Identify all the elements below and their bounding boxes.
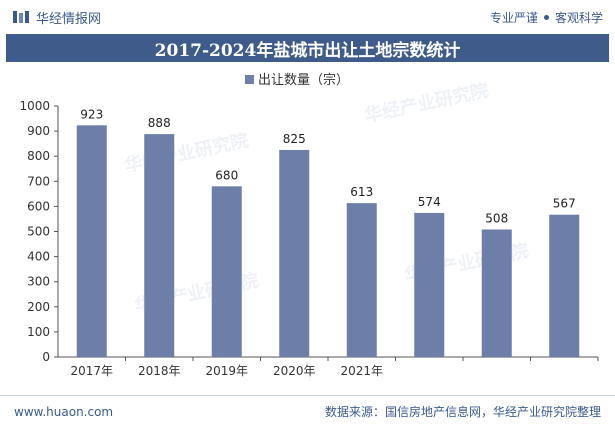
source-note: 数据来源：国信房地产信息网，华经产业研究院整理 [324, 405, 601, 419]
footer: www.huaon.com 数据来源：国信房地产信息网，华经产业研究院整理 [0, 395, 615, 427]
bar-value-label: 680 [215, 168, 238, 182]
x-tick-label: 2021年 [340, 364, 383, 378]
legend-label: 出让数量（宗） [258, 72, 349, 88]
bar [279, 149, 310, 357]
bar-value-label: 613 [350, 185, 373, 199]
y-tick-label: 700 [27, 174, 50, 188]
bar-value-label: 923 [80, 107, 103, 121]
website-link[interactable]: www.huaon.com [14, 404, 114, 419]
slogan-dot-icon [543, 14, 549, 20]
bar-value-label: 574 [418, 195, 441, 209]
brand-logo-icon [13, 11, 29, 23]
bar [481, 229, 512, 357]
y-tick-label: 600 [27, 199, 50, 213]
bar [549, 214, 580, 357]
y-tick-label: 200 [27, 300, 50, 314]
slogan-left: 专业严谨 [489, 10, 538, 25]
y-tick-label: 900 [27, 124, 50, 138]
x-tick-label: 2019年 [205, 364, 248, 378]
x-tick-label: 2020年 [273, 364, 316, 378]
chart-area: 华经产业研究院 华经产业研究院 华经产业研究院 华经产业研究院 出让数量（宗） 0 10… [6, 62, 609, 392]
brand[interactable]: 华经情报网 [12, 8, 101, 27]
bar [414, 212, 445, 357]
brand-name: 华经情报网 [36, 11, 102, 27]
slogan-right: 客观科学 [554, 10, 603, 25]
bar [144, 134, 175, 357]
bar [211, 186, 242, 357]
y-tick-label: 100 [27, 325, 50, 339]
y-tick-label: 1000 [19, 99, 50, 113]
bar [76, 125, 107, 357]
y-tick-label: 500 [27, 225, 50, 239]
bar-value-label: 888 [148, 116, 171, 130]
chart-title: 2017-2024年盐城市出让土地宗数统计 [154, 40, 461, 61]
bar [346, 203, 377, 357]
y-tick-label: 400 [27, 250, 50, 264]
watermark-text: 华经产业研究院 [362, 79, 490, 127]
y-tick-label: 300 [27, 275, 50, 289]
bar-value-label: 825 [283, 132, 306, 146]
y-tick-label: 800 [27, 149, 50, 163]
y-tick-label: 0 [42, 350, 50, 364]
slogan: 专业严谨 客观科学 [490, 9, 603, 26]
legend-swatch [245, 75, 254, 84]
chart-title-band: 2017-2024年盐城市出让土地宗数统计 [6, 34, 609, 62]
bar-value-label: 567 [553, 197, 576, 211]
top-bar: 华经情报网 专业严谨 客观科学 [0, 0, 615, 34]
x-tick-label: 2017年 [70, 364, 113, 378]
bar-value-label: 508 [485, 211, 508, 225]
x-tick-label: 2018年 [138, 364, 181, 378]
